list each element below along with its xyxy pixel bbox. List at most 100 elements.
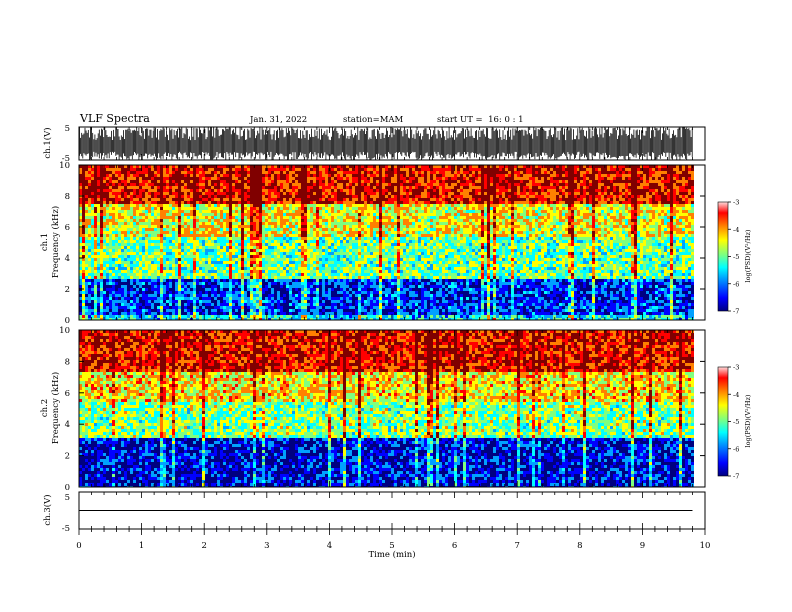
spectrogram-cell: [229, 252, 232, 255]
spectrogram-cell: [139, 183, 142, 186]
spectrogram-cell: [313, 177, 316, 180]
spectrogram-cell: [121, 219, 124, 222]
spectrogram-cell: [163, 222, 166, 225]
spectrogram-cell: [127, 195, 130, 198]
spectrogram-cell: [88, 285, 91, 288]
spectrogram-cell: [175, 228, 178, 231]
spectrogram-cell: [151, 240, 154, 243]
spectrogram-cell: [127, 258, 130, 261]
spectrogram-cell: [157, 165, 160, 168]
spectrogram-cell: [169, 303, 172, 306]
spectrogram-cell: [157, 285, 160, 288]
spectrogram-cell: [295, 225, 298, 228]
spectrogram-cell: [271, 207, 274, 210]
spectrogram-cell: [172, 309, 175, 312]
spectrogram-cell: [91, 165, 94, 168]
spectrogram-cell: [220, 183, 223, 186]
spectrogram-cell: [214, 189, 217, 192]
spectrogram-cell: [274, 291, 277, 294]
spectrogram-cell: [88, 318, 91, 320]
spectrogram-cell: [79, 291, 82, 294]
spectrogram-cell: [319, 312, 322, 315]
spectrogram-cell: [196, 228, 199, 231]
spectrogram-cell: [106, 183, 109, 186]
spectrogram-cell: [277, 228, 280, 231]
spectrogram-cell: [271, 273, 274, 276]
spectrogram-cell: [136, 276, 139, 279]
spectrogram-cell: [235, 312, 238, 315]
spectrogram-cell: [328, 177, 331, 180]
spectrogram-cell: [175, 267, 178, 270]
spectrogram-cell: [211, 276, 214, 279]
spectrogram-cell: [244, 309, 247, 312]
spectrogram-cell: [274, 222, 277, 225]
spectrogram-cell: [124, 240, 127, 243]
spectrogram-cell: [232, 186, 235, 189]
spectrogram-cell: [136, 312, 139, 315]
spectrogram-cell: [172, 180, 175, 183]
spectrogram-cell: [313, 174, 316, 177]
spectrogram-cell: [193, 189, 196, 192]
spectrogram-cell: [178, 237, 181, 240]
spectrogram-cell: [124, 288, 127, 291]
spectrogram-cell: [187, 231, 190, 234]
spectrogram-cell: [112, 285, 115, 288]
spectrogram-cell: [313, 237, 316, 240]
spectrogram-cell: [244, 183, 247, 186]
spectrogram-cell: [280, 240, 283, 243]
spectrogram-cell: [79, 234, 82, 237]
spectrogram-cell: [190, 198, 193, 201]
spectrogram-cell: [202, 207, 205, 210]
spectrogram-cell: [178, 219, 181, 222]
spectrogram-cell: [304, 300, 307, 303]
spectrogram-cell: [181, 264, 184, 267]
spectrogram-cell: [268, 240, 271, 243]
spectrogram-cell: [166, 183, 169, 186]
spectrogram-cell: [229, 285, 232, 288]
spectrogram-cell: [316, 201, 319, 204]
spectrogram-cell: [103, 228, 106, 231]
spectrogram-cell: [163, 315, 166, 318]
spectrogram-cell: [184, 204, 187, 207]
spectrogram-cell: [271, 234, 274, 237]
spectrogram-cell: [205, 243, 208, 246]
spectrogram-cell: [100, 267, 103, 270]
spectrogram-cell: [250, 243, 253, 246]
spectrogram-cell: [205, 177, 208, 180]
spectrogram-cell: [82, 258, 85, 261]
spectrogram-cell: [121, 315, 124, 318]
spectrogram-cell: [244, 168, 247, 171]
spectrogram-cell: [268, 252, 271, 255]
spectrogram-cell: [139, 222, 142, 225]
spectrogram-cell: [274, 189, 277, 192]
spectrogram-cell: [304, 228, 307, 231]
spectrogram-cell: [244, 312, 247, 315]
spectrogram-cell: [307, 270, 310, 273]
spectrogram-cell: [322, 174, 325, 177]
spectrogram-cell: [160, 189, 163, 192]
spectrogram-cell: [97, 219, 100, 222]
spectrogram-cell: [112, 264, 115, 267]
spectrogram-cell: [334, 174, 337, 177]
spectrogram-cell: [280, 213, 283, 216]
spectrogram-cell: [79, 180, 82, 183]
spectrogram-cell: [235, 222, 238, 225]
spectrogram-cell: [244, 210, 247, 213]
spectrogram-cell: [160, 237, 163, 240]
spectrogram-cell: [229, 237, 232, 240]
spectrogram-cell: [127, 246, 130, 249]
spectrogram-cell: [259, 204, 262, 207]
spectrogram-cell: [136, 237, 139, 240]
spectrogram-cell: [262, 270, 265, 273]
spectrogram-cell: [313, 270, 316, 273]
spectrogram-cell: [307, 264, 310, 267]
spectrogram-cell: [121, 198, 124, 201]
spectrogram-cell: [277, 261, 280, 264]
spectrogram-cell: [154, 303, 157, 306]
spectrogram-cell: [187, 285, 190, 288]
spectrogram-cell: [88, 192, 91, 195]
spectrogram-cell: [82, 222, 85, 225]
spectrogram-cell: [94, 297, 97, 300]
spectrogram-cell: [283, 174, 286, 177]
spectrogram-cell: [139, 273, 142, 276]
